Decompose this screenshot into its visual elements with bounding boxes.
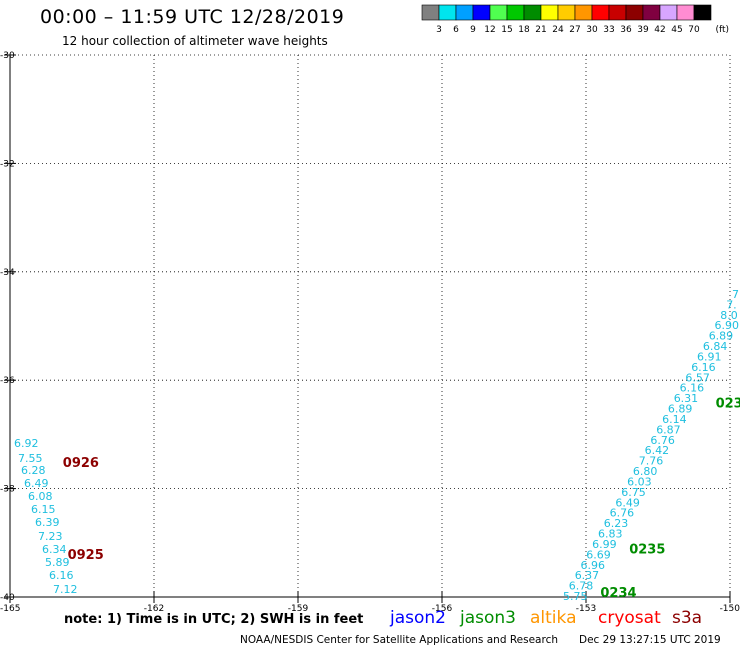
swh-value: 6.49 bbox=[24, 477, 49, 490]
swh-value: 6.16 bbox=[49, 569, 74, 582]
swh-value: 6.92 bbox=[14, 437, 39, 450]
swh-value: 5.89 bbox=[45, 556, 70, 569]
satellite-altika: altika bbox=[530, 608, 577, 628]
credit-line: NOAA/NESDIS Center for Satellite Applica… bbox=[240, 634, 558, 646]
generated-timestamp: Dec 29 13:27:15 UTC 2019 bbox=[579, 634, 721, 646]
lat-tick-label: -34 bbox=[0, 268, 15, 278]
pass-time-label: 0235 bbox=[629, 543, 665, 558]
footer-note: note: 1) Time is in UTC; 2) SWH is in fe… bbox=[64, 612, 363, 627]
lat-tick-label: -38 bbox=[0, 485, 15, 495]
swh-value: 6.28 bbox=[21, 464, 46, 477]
pass-time-label: 0925 bbox=[68, 548, 104, 563]
swh-value: 6.15 bbox=[31, 503, 56, 516]
satellite-s3a: s3a bbox=[672, 608, 702, 628]
lat-tick-label: -30 bbox=[0, 51, 15, 61]
satellite-jason2: jason2 bbox=[390, 608, 446, 628]
pass-time-label: 0234 bbox=[600, 586, 636, 601]
lat-tick-label: -40 bbox=[0, 593, 15, 603]
pass-time-label: 0234 bbox=[716, 396, 740, 411]
lat-tick-label: -32 bbox=[0, 159, 15, 169]
swh-value: 6.08 bbox=[28, 490, 53, 503]
swh-value: 6.39 bbox=[35, 516, 60, 529]
lat-tick-label: -36 bbox=[0, 376, 15, 386]
swh-value: 7.12 bbox=[53, 583, 78, 596]
swh-value: 5.75 bbox=[563, 590, 588, 603]
swh-value: 7.23 bbox=[38, 530, 63, 543]
lon-tick-label: -165 bbox=[0, 604, 20, 614]
swh-value: 6.34 bbox=[42, 543, 67, 556]
satellite-cryosat: cryosat bbox=[598, 608, 661, 628]
satellite-jason3: jason3 bbox=[460, 608, 516, 628]
lon-tick-label: -153 bbox=[576, 604, 596, 614]
pass-time-label: 0926 bbox=[63, 456, 99, 471]
lon-tick-label: -150 bbox=[720, 604, 740, 614]
